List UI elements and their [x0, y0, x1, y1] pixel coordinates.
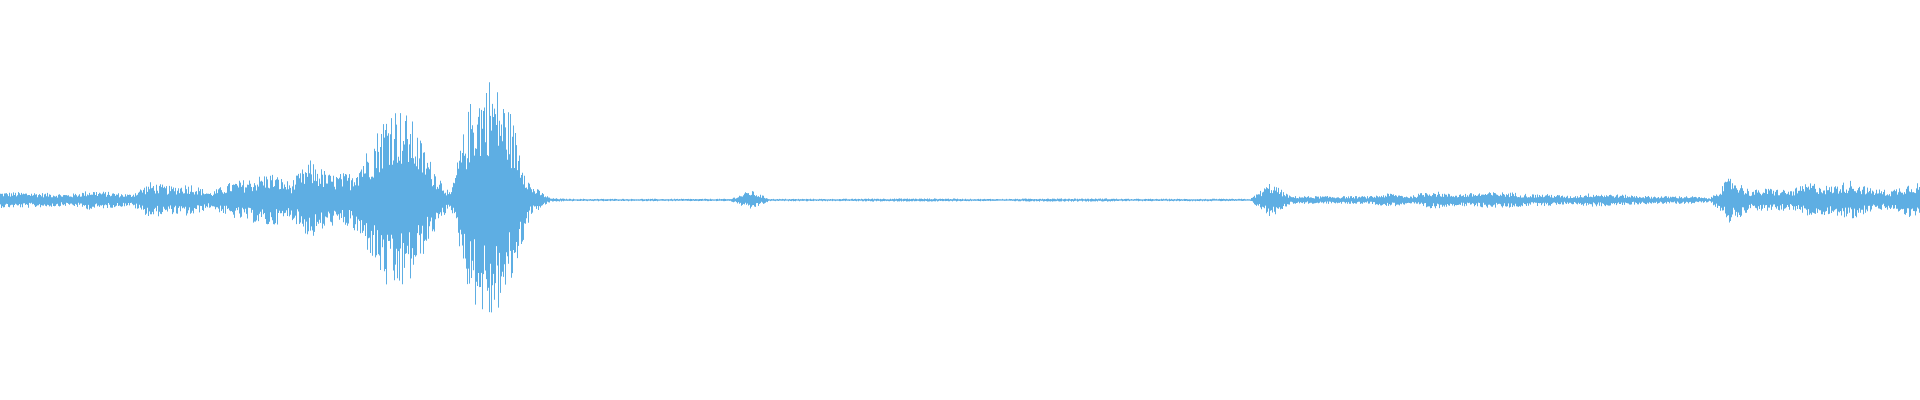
waveform-path: [0, 82, 1920, 313]
waveform-samples: [0, 82, 1920, 313]
